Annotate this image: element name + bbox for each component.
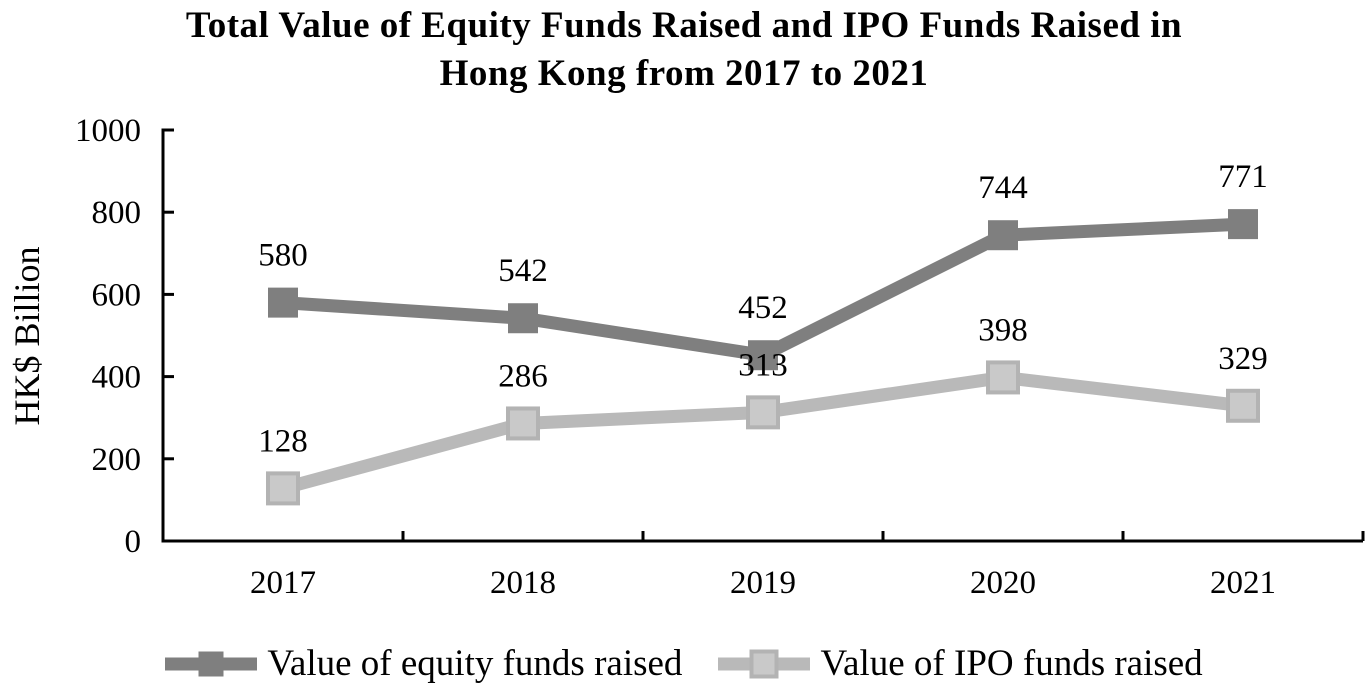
chart-title: Total Value of Equity Funds Raised and I…: [0, 2, 1368, 98]
y-axis-tick-label: 200: [92, 442, 142, 478]
legend: Value of equity funds raised Value of IP…: [0, 644, 1368, 684]
data-point-marker-ipo-funds: [506, 406, 540, 441]
y-axis-tick-label: 600: [92, 277, 142, 313]
data-point-marker-equity-funds: [748, 340, 778, 371]
data-point-label-equity-funds: 580: [258, 238, 308, 274]
data-point-marker-equity-funds: [1228, 209, 1258, 240]
data-point-marker-equity-funds: [268, 287, 298, 318]
x-axis-tick-label: 2017: [250, 565, 316, 601]
legend-item-ipo-funds: Value of IPO funds raised: [718, 643, 1203, 684]
data-point-label-equity-funds: 542: [498, 253, 548, 289]
data-point-label-ipo-funds: 398: [978, 312, 1028, 348]
ipo-series-legend-marker-icon: [718, 649, 811, 679]
plot-area: 0 200 400 600 800 1000 2017 2018 2019 2020 2021 580…: [75, 113, 1365, 601]
data-point-label-equity-funds: 771: [1218, 159, 1268, 195]
x-axis-tick-label: 2018: [490, 565, 556, 601]
x-axis-tick-label: 2021: [1210, 565, 1276, 601]
data-point-label-ipo-funds: 313: [738, 347, 788, 383]
y-axis-tick-label: 800: [92, 195, 142, 231]
data-point-marker-ipo-funds: [746, 395, 780, 430]
data-point-marker-equity-funds: [508, 303, 538, 334]
data-point-label-ipo-funds: 128: [258, 423, 308, 459]
equity-series-legend-marker-icon: [165, 651, 258, 677]
legend-label-equity-funds: Value of equity funds raised: [267, 643, 683, 684]
data-point-marker-ipo-funds: [266, 471, 300, 506]
y-axis-tick-label: 400: [92, 360, 142, 396]
data-point-label-equity-funds: 452: [738, 290, 788, 326]
data-point-marker-ipo-funds: [1226, 388, 1260, 423]
legend-label-ipo-funds: Value of IPO funds raised: [820, 643, 1203, 684]
chart-title-line1: Total Value of Equity Funds Raised and I…: [185, 5, 1183, 46]
y-axis-tick-label: 1000: [75, 113, 141, 149]
axis-lines: [161, 128, 1363, 543]
chart-title-line2: Hong Kong from 2017 to 2021: [439, 53, 929, 94]
data-point-label-ipo-funds: 286: [498, 358, 548, 394]
data-point-marker-equity-funds: [988, 220, 1018, 251]
legend-item-equity-funds: Value of equity funds raised: [165, 644, 682, 684]
data-point-marker-ipo-funds: [986, 360, 1020, 395]
series-line-ipo-funds: [281, 370, 1244, 495]
y-axis-tick-label: 0: [125, 524, 142, 560]
data-point-label-ipo-funds: 329: [1218, 341, 1268, 377]
x-axis-tick-label: 2020: [970, 565, 1036, 601]
x-axis-tick-label: 2019: [730, 565, 796, 601]
data-point-label-equity-funds: 744: [978, 170, 1028, 206]
